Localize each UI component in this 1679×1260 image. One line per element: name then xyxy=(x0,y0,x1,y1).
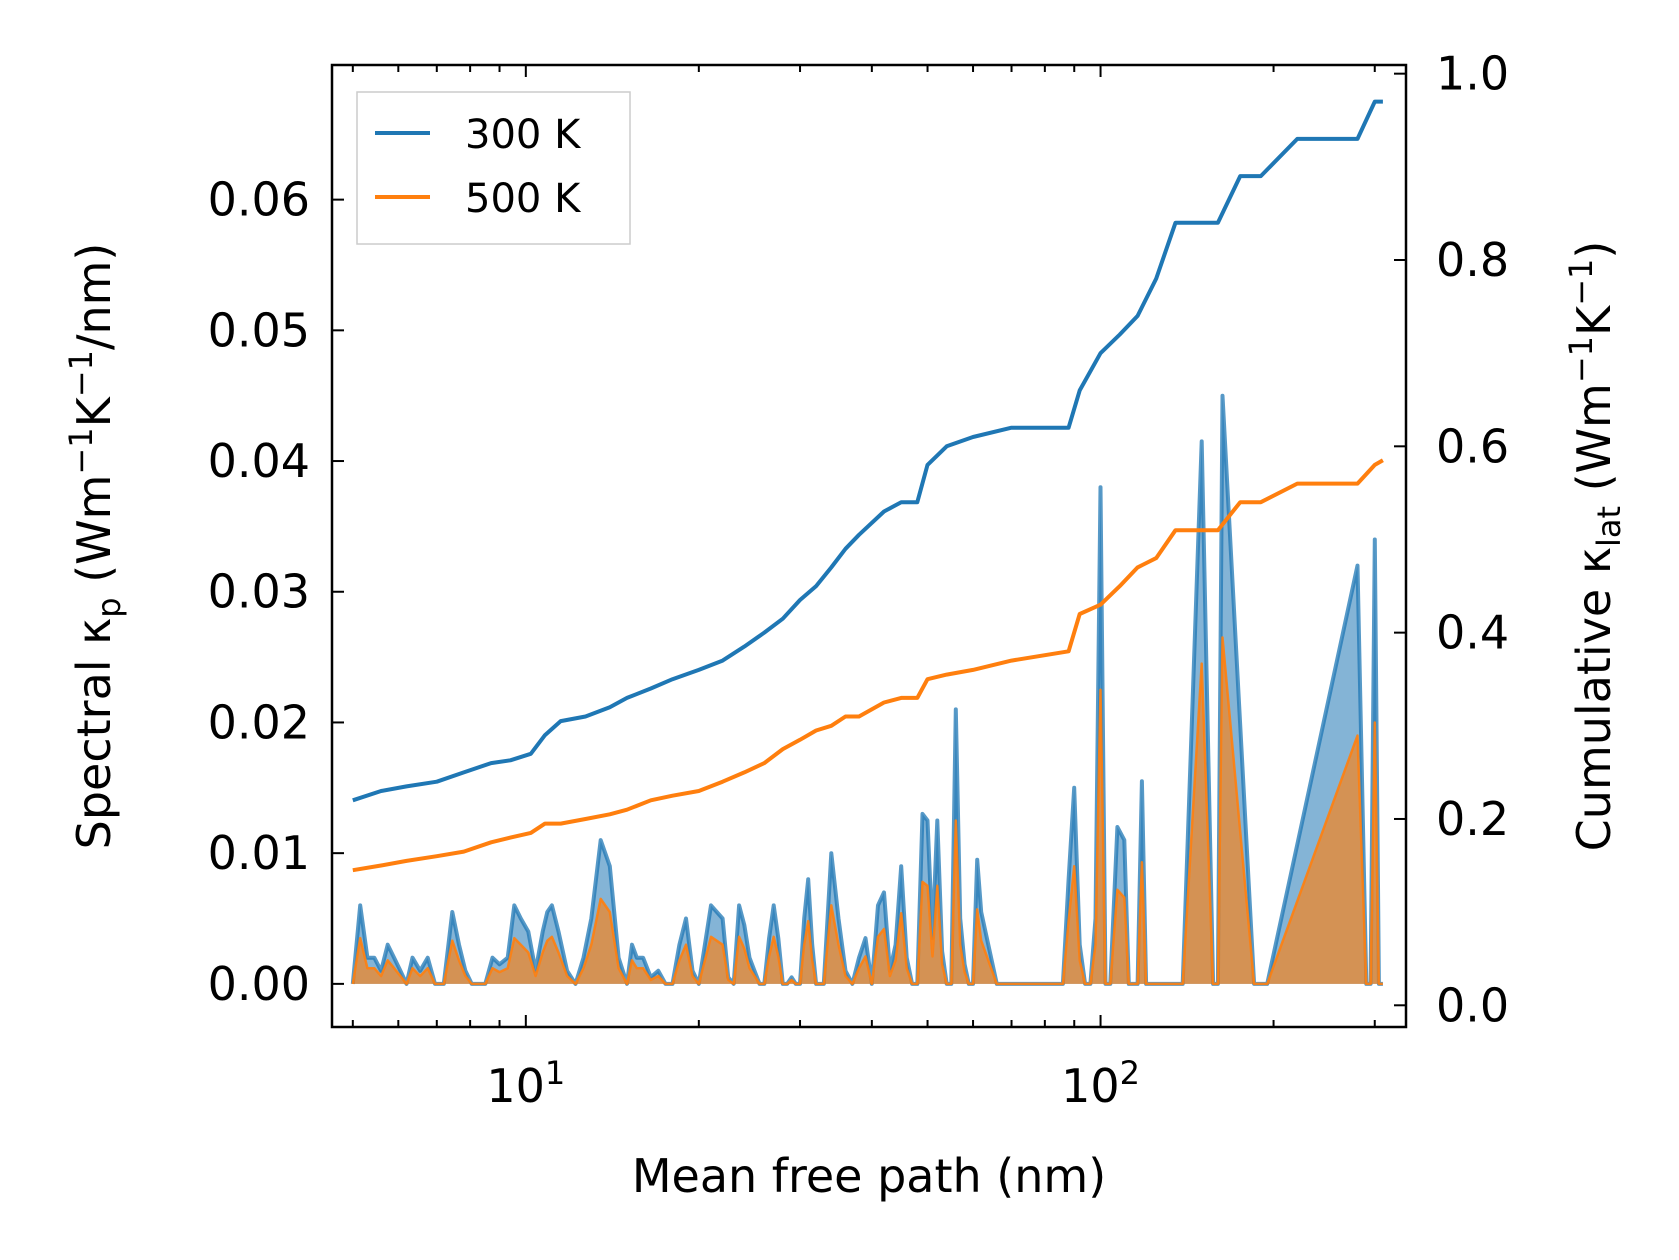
x-tick-label-base: 10 xyxy=(486,1059,545,1113)
right-ylabel-sub: lat xyxy=(1590,506,1628,547)
left-ylabel-end: /nm) xyxy=(67,243,121,350)
right-y-tick-label: 0.8 xyxy=(1436,233,1509,287)
left-y-tick-label: 0.04 xyxy=(208,434,310,488)
right-y-tick-label: 0.6 xyxy=(1436,419,1509,473)
left-ylabel-k: K xyxy=(67,395,121,427)
legend-frame xyxy=(356,91,631,245)
cumulative-line-300k xyxy=(352,99,1383,803)
right-ylabel-k: K xyxy=(1567,304,1621,336)
spectral-series-group xyxy=(350,393,1383,986)
left-ylabel-units: (Wm xyxy=(67,475,121,598)
left-y-axis-label: Spectral κp (Wm−1K−1/nm) xyxy=(62,243,128,850)
left-y-tick-label: 0.00 xyxy=(208,957,310,1011)
right-ylabel-prefix: Cumulative κ xyxy=(1567,547,1621,851)
x-tick-label: 101 xyxy=(486,1054,565,1113)
left-y-tick-label: 0.05 xyxy=(208,303,310,357)
legend-label-500k: 500 K xyxy=(465,176,582,222)
right-y-tick-label: 0.0 xyxy=(1436,978,1509,1032)
x-tick-label: 102 xyxy=(1061,1054,1140,1113)
right-y-axis-label: Cumulative κlat (Wm−1K−1) xyxy=(1562,241,1628,852)
left-y-tick-label: 0.03 xyxy=(208,565,310,619)
axes-frame xyxy=(330,63,1408,1029)
right-ylabel-units: (Wm xyxy=(1567,383,1621,506)
x-tick-label-base: 10 xyxy=(1061,1059,1120,1113)
legend-label-300k: 300 K xyxy=(465,112,582,158)
right-ylabel-sup1: −1 xyxy=(1562,336,1600,383)
right-y-tick-label: 1.0 xyxy=(1436,47,1509,101)
right-y-tick-label: 0.2 xyxy=(1436,792,1509,846)
left-y-tick-label: 0.06 xyxy=(208,173,310,227)
x-tick-label-exponent: 1 xyxy=(545,1054,565,1092)
legend: 300 K 500 K xyxy=(356,91,631,245)
left-ylabel-sub: p xyxy=(90,597,128,617)
x-tick-label-exponent: 2 xyxy=(1120,1054,1140,1092)
x-axis-label: Mean free path (nm) xyxy=(632,1149,1106,1203)
ticks-group: 0.00 0.01 0.02 0.03 0.04 0.05 0.06 0.0 0.2 0.4 0.6… xyxy=(208,47,1510,1113)
left-ylabel-sup1: −1 xyxy=(62,427,100,474)
cumulative-line-500k xyxy=(352,458,1384,873)
right-ylabel-end: ) xyxy=(1567,241,1621,259)
spectral-line-500k xyxy=(351,636,1383,986)
left-y-tick-label: 0.01 xyxy=(208,826,310,880)
left-y-tick-label: 0.02 xyxy=(208,695,310,749)
right-ylabel-sup2: −1 xyxy=(1562,259,1600,306)
left-ylabel-sup2: −1 xyxy=(62,350,100,397)
left-ylabel-prefix: Spectral κ xyxy=(67,618,121,850)
right-y-tick-label: 0.4 xyxy=(1436,606,1509,660)
cumulative-series-group xyxy=(352,99,1384,873)
